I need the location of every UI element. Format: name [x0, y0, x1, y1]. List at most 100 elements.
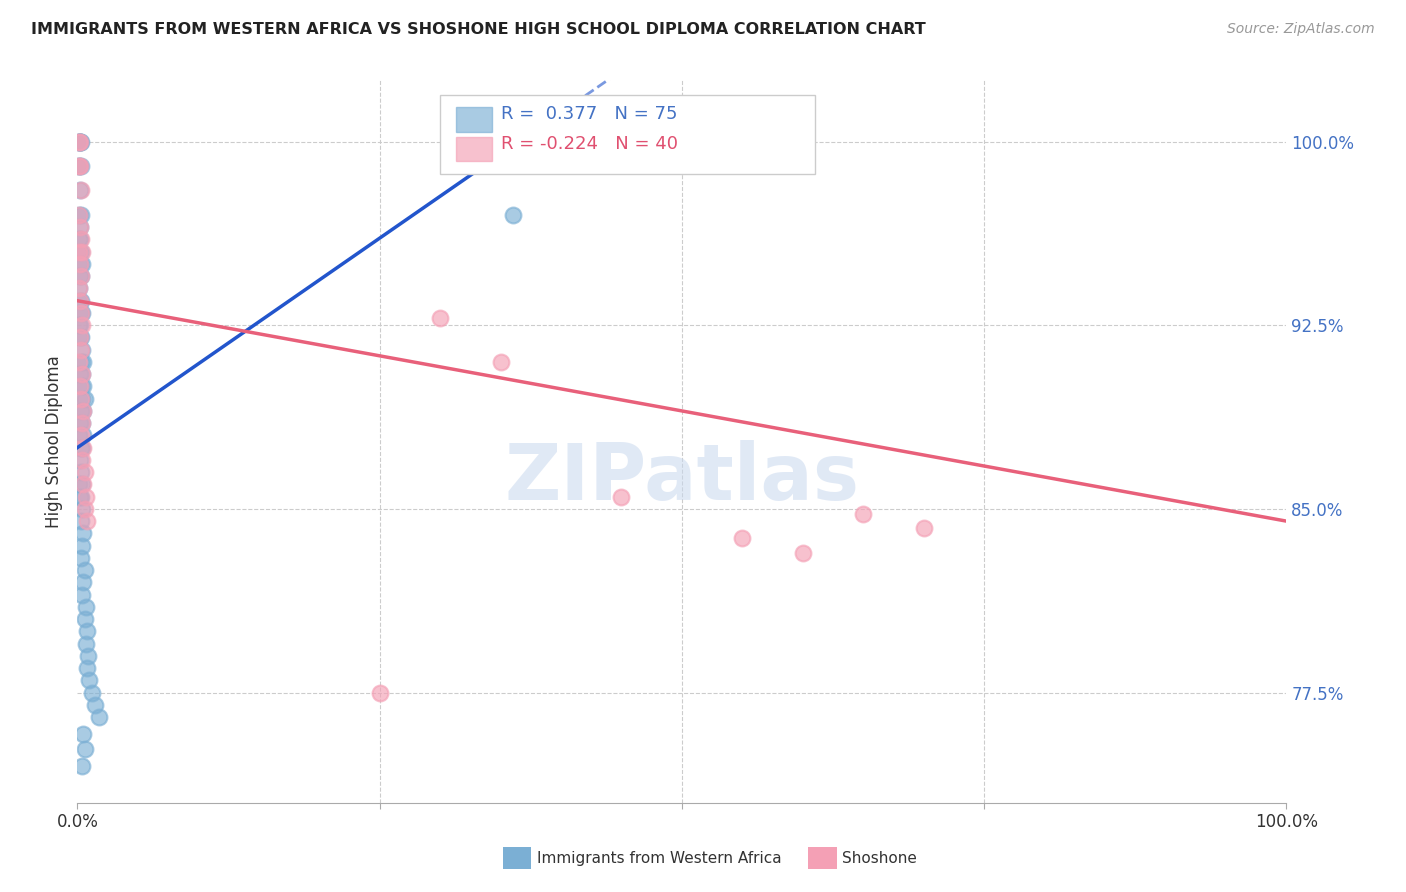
Point [69, 135, 91, 149]
Point [792, 546, 814, 560]
Point [70, 490, 93, 504]
Point [70, 208, 93, 222]
Point [67, 281, 90, 295]
Point [70, 441, 93, 455]
Point [852, 507, 875, 521]
Point [67, 135, 90, 149]
Point [70, 306, 93, 320]
Point [69, 135, 91, 149]
Point [70, 416, 93, 430]
Point [731, 531, 754, 545]
Point [67, 135, 90, 149]
Point [69, 184, 91, 198]
FancyBboxPatch shape [456, 107, 492, 132]
Point [67, 281, 90, 295]
Point [69, 135, 91, 149]
Point [73, 392, 96, 406]
Point [69, 490, 91, 504]
Point [72, 477, 94, 491]
Point [69, 453, 91, 467]
Point [72, 526, 94, 541]
Point [70, 514, 93, 528]
Point [73, 563, 96, 577]
Point [75, 637, 97, 651]
Point [67, 244, 90, 259]
Point [69, 220, 91, 235]
Point [70, 588, 93, 602]
Point [72, 575, 94, 590]
Point [69, 318, 91, 333]
Point [502, 208, 524, 222]
Point [70, 244, 93, 259]
Point [69, 293, 91, 308]
Point [69, 330, 91, 344]
Point [69, 416, 91, 430]
Point [67, 232, 90, 246]
Point [70, 379, 93, 393]
Point [70, 343, 93, 357]
Point [67, 318, 90, 333]
Text: R = -0.224   N = 40: R = -0.224 N = 40 [501, 135, 678, 153]
Point [70, 392, 93, 406]
Text: Shoshone: Shoshone [842, 851, 917, 865]
Point [67, 159, 90, 173]
Point [69, 232, 91, 246]
Point [70, 330, 93, 344]
Text: IMMIGRANTS FROM WESTERN AFRICA VS SHOSHONE HIGH SCHOOL DIPLOMA CORRELATION CHART: IMMIGRANTS FROM WESTERN AFRICA VS SHOSHO… [31, 22, 925, 37]
Point [70, 269, 93, 284]
Point [70, 367, 93, 381]
Point [72, 404, 94, 418]
Point [70, 539, 93, 553]
Point [75, 599, 97, 614]
Point [70, 257, 93, 271]
Point [70, 477, 93, 491]
Point [69, 135, 91, 149]
FancyBboxPatch shape [440, 95, 815, 174]
Point [67, 477, 90, 491]
Point [87, 710, 110, 724]
Point [70, 318, 93, 333]
Point [72, 428, 94, 442]
Point [79, 673, 101, 688]
Point [69, 367, 91, 381]
Point [75, 490, 97, 504]
Point [77, 648, 100, 663]
Point [69, 330, 91, 344]
FancyBboxPatch shape [456, 136, 492, 161]
Point [69, 379, 91, 393]
Point [67, 159, 90, 173]
Point [67, 428, 90, 442]
Point [76, 624, 98, 639]
Point [67, 208, 90, 222]
Point [73, 612, 96, 626]
Text: Source: ZipAtlas.com: Source: ZipAtlas.com [1227, 22, 1375, 37]
Point [70, 306, 93, 320]
Point [72, 727, 94, 741]
Point [73, 742, 96, 756]
Text: R =  0.377   N = 75: R = 0.377 N = 75 [501, 105, 678, 123]
Point [70, 343, 93, 357]
Point [72, 355, 94, 369]
Point [70, 416, 93, 430]
Point [70, 550, 93, 565]
Point [76, 514, 98, 528]
Point [70, 465, 93, 479]
Point [73, 465, 96, 479]
Point [72, 441, 94, 455]
Point [70, 367, 93, 381]
Point [69, 257, 91, 271]
Point [69, 293, 91, 308]
Point [70, 232, 93, 246]
Point [67, 355, 90, 369]
Y-axis label: High School Diploma: High School Diploma [45, 355, 63, 528]
Point [489, 355, 512, 369]
Point [70, 184, 93, 198]
Point [76, 661, 98, 675]
Point [73, 502, 96, 516]
Point [70, 355, 93, 369]
Point [70, 404, 93, 418]
Point [70, 269, 93, 284]
Point [72, 379, 94, 393]
Point [70, 293, 93, 308]
Point [429, 310, 451, 325]
